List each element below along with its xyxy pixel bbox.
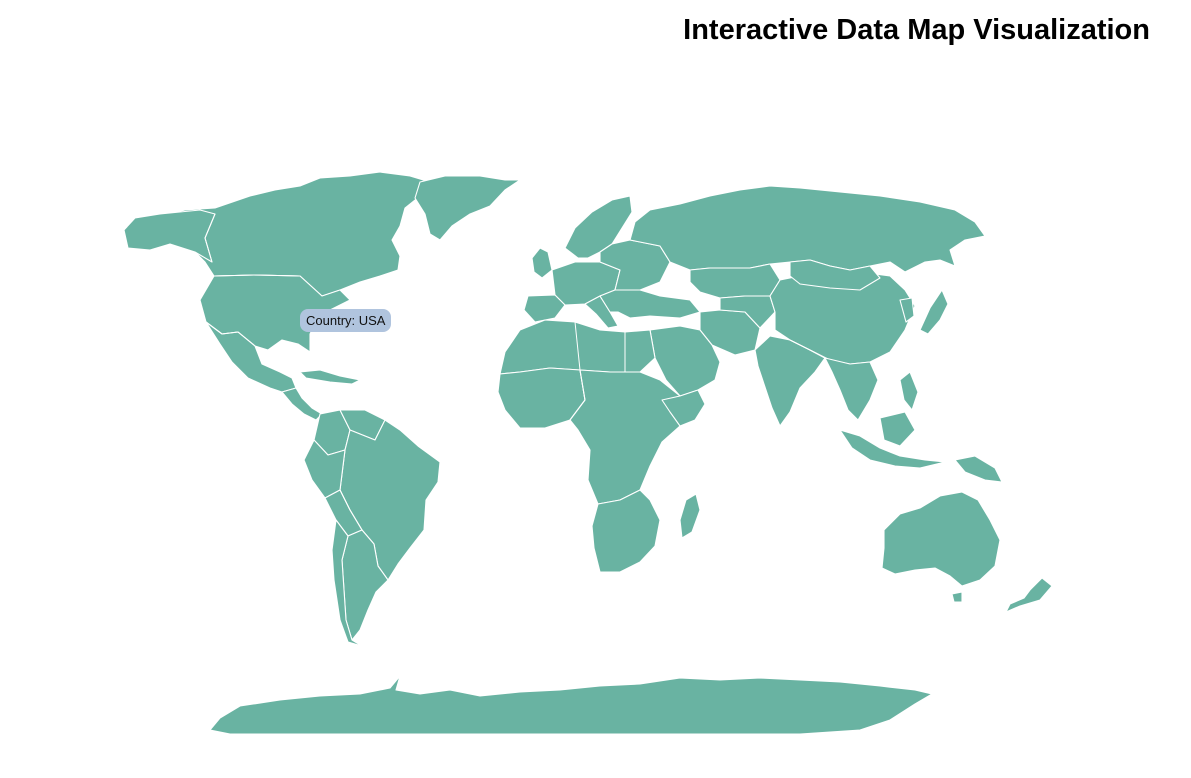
country-alaska[interactable] bbox=[123, 209, 216, 263]
country-tooltip: Country: USA bbox=[300, 309, 392, 332]
country-central-america[interactable] bbox=[281, 387, 323, 421]
country-borneo[interactable] bbox=[879, 411, 916, 447]
country-southeast-asia[interactable] bbox=[824, 357, 879, 421]
country-iberia[interactable] bbox=[523, 294, 566, 323]
country-philippines[interactable] bbox=[899, 371, 919, 411]
country-saudi-arabia[interactable] bbox=[649, 325, 721, 397]
country-mongolia[interactable] bbox=[789, 259, 881, 291]
border-layer bbox=[204, 213, 826, 531]
sahara-border bbox=[574, 321, 626, 372]
brazil-border bbox=[339, 489, 363, 531]
canada-usa-border bbox=[213, 274, 301, 277]
africa-internal-border bbox=[569, 369, 586, 421]
alaska-border bbox=[204, 213, 216, 263]
country-caribbean[interactable] bbox=[299, 369, 361, 385]
country-australia[interactable] bbox=[881, 491, 1001, 587]
country-central-asia[interactable] bbox=[719, 295, 776, 329]
country-antarctica[interactable] bbox=[209, 675, 933, 735]
country-greenland[interactable] bbox=[414, 175, 521, 241]
country-scandinavia[interactable] bbox=[564, 195, 633, 259]
country-horn-africa[interactable] bbox=[661, 389, 706, 427]
country-eastern-europe[interactable] bbox=[599, 239, 671, 291]
country-southern-africa[interactable] bbox=[591, 489, 661, 573]
china-india-border bbox=[789, 339, 826, 359]
country-tasmania[interactable] bbox=[951, 591, 963, 603]
country-new-guinea[interactable] bbox=[954, 455, 1003, 483]
country-indonesia[interactable] bbox=[839, 429, 946, 469]
country-balkans-turkey[interactable] bbox=[599, 289, 701, 319]
country-chile[interactable] bbox=[331, 519, 363, 647]
country-russia[interactable] bbox=[629, 185, 986, 273]
country-new-zealand[interactable] bbox=[1005, 577, 1053, 613]
land-layer bbox=[123, 171, 1053, 735]
page-title: Interactive Data Map Visualization bbox=[683, 14, 1150, 46]
country-japan[interactable] bbox=[919, 289, 949, 335]
country-kazakhstan[interactable] bbox=[689, 263, 781, 299]
country-madagascar[interactable] bbox=[679, 493, 701, 539]
country-uk[interactable] bbox=[531, 247, 553, 279]
country-korea[interactable] bbox=[899, 297, 915, 323]
mexico-border bbox=[205, 321, 256, 347]
